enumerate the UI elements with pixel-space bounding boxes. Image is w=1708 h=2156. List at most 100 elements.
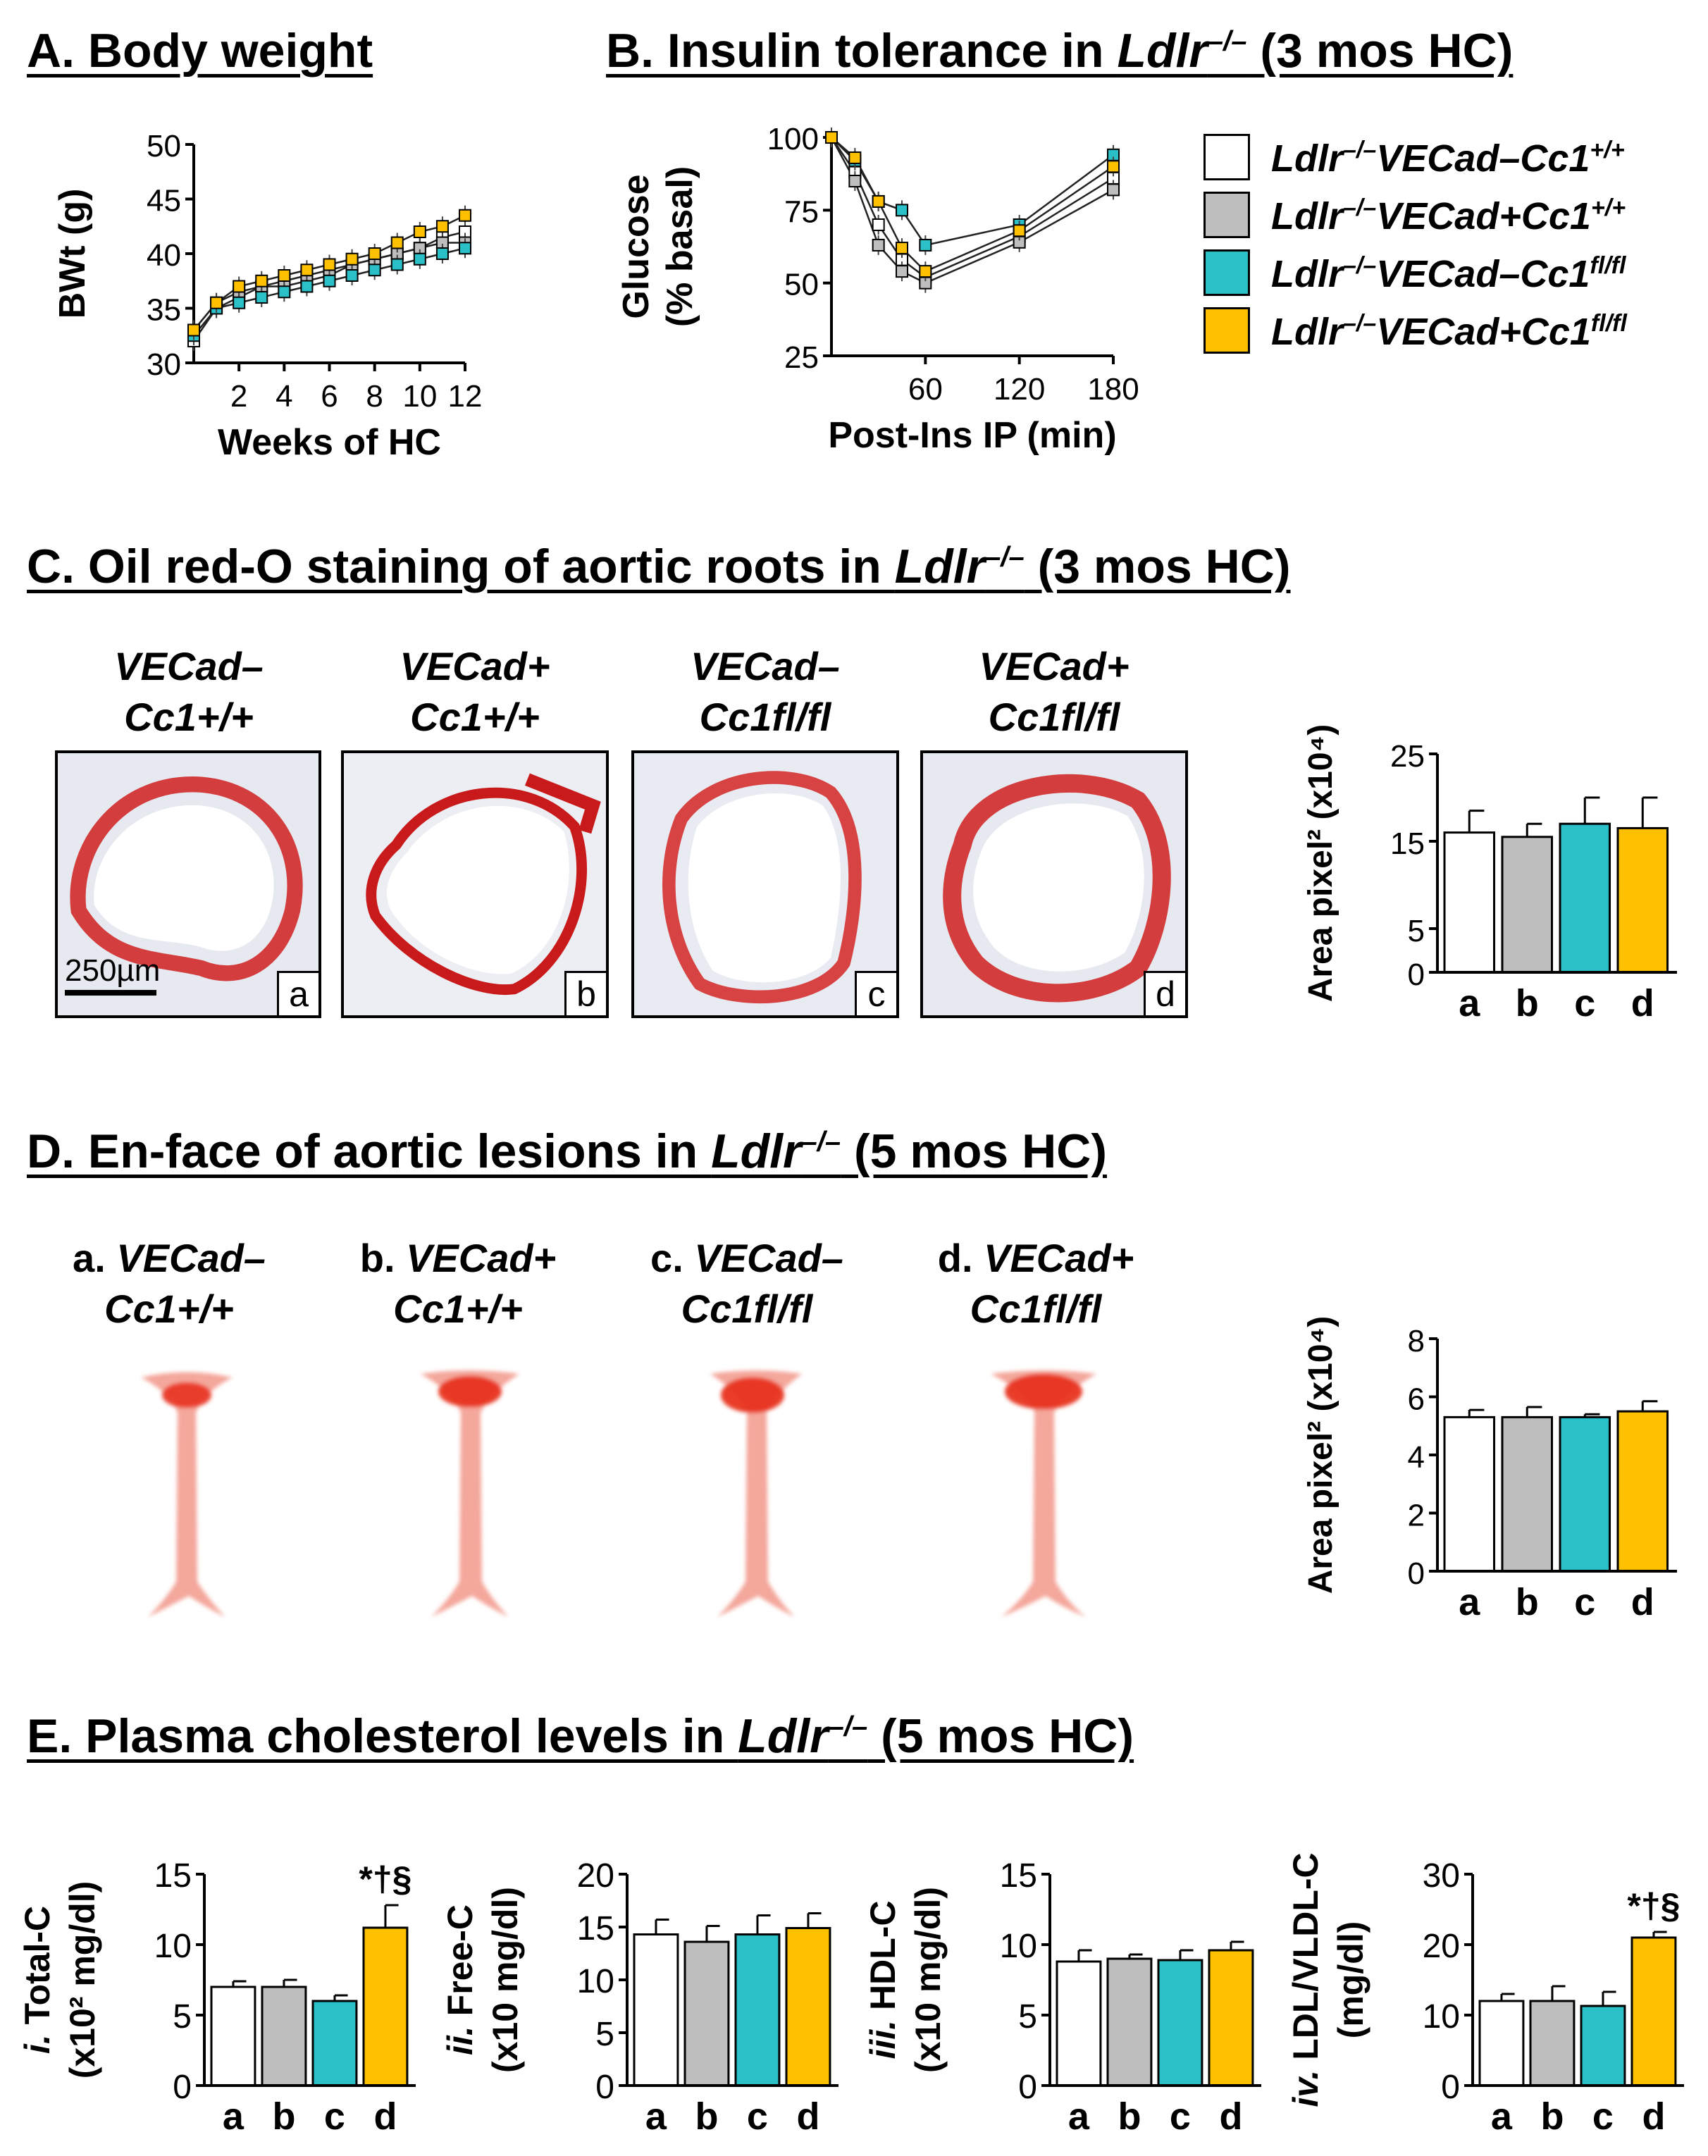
y-tick-label: 0: [1408, 1556, 1425, 1591]
y-axis-label-2: (x10 mg/dl): [908, 1887, 948, 2073]
micrograph-letter-b: b: [564, 971, 606, 1015]
y-axis-label-2: (x10 mg/dl): [485, 1887, 525, 2073]
chart-free-c: a b c d 0 5 10 15 20 ii. Free-C (x10 mg/dl): [444, 1857, 838, 2138]
data-point-4: [233, 280, 246, 293]
x-tick-label: 60: [908, 372, 943, 407]
y-axis-label-main: HDL-C: [867, 1900, 903, 2010]
micrograph-a: 250µm a: [55, 750, 321, 1018]
y-axis-label-2: (mg/dl): [1331, 1921, 1370, 2039]
enface-aorta-d: [991, 1370, 1096, 1617]
c-label-a: VECad– Cc1+/+: [114, 644, 264, 739]
legend-item-2: Ldlr–/–VECad+Cc1+/+: [1203, 192, 1708, 242]
x-tick-label: a: [1491, 2095, 1513, 2138]
d-label-c: c. VECad– Cc1fl/fl: [650, 1236, 843, 1331]
d-label-b: b. VECad+ Cc1+/+: [359, 1236, 557, 1331]
data-point-3: [345, 269, 359, 282]
y-tick-label: 5: [173, 1998, 192, 2036]
data-point-4: [390, 236, 404, 249]
x-tick-label: c: [1574, 982, 1595, 1024]
y-tick-label: 20: [1423, 1928, 1460, 1965]
bar-a: [633, 1933, 679, 2087]
y-tick-label: 6: [1408, 1382, 1425, 1417]
y-tick-label: 75: [784, 194, 819, 229]
bar-c: [1580, 2005, 1626, 2087]
bar-b: [683, 1940, 730, 2087]
y-axis-label-prefix: iv.: [1289, 2070, 1325, 2107]
data-point-2: [872, 238, 885, 252]
legend-item-1: Ldlr–/–VECad–Cc1+/+: [1203, 134, 1708, 185]
heading-b: B. Insulin tolerance in Ldlr–/– (3 mos H…: [606, 24, 1514, 78]
y-tick-label: 8: [1408, 1324, 1425, 1358]
data-point-4: [323, 258, 336, 271]
x-tick-label: c: [747, 2095, 768, 2138]
y-tick-label: 5: [595, 2016, 614, 2053]
y-tick-label: 15: [577, 1910, 614, 1947]
legend-item-3: Ldlr–/–VECad–Cc1fl/fl: [1203, 249, 1708, 300]
x-tick-label: b: [272, 2095, 295, 2138]
y-tick-label: 25: [1390, 739, 1425, 774]
micrograph-letter-c: c: [855, 971, 896, 1015]
x-tick-label: 4: [276, 379, 292, 414]
x-axis-label: Post-Ins IP (min): [828, 415, 1116, 456]
bar-b: [1106, 1957, 1153, 2087]
bar-c: [1559, 1415, 1611, 1573]
legend-swatch-3: [1203, 249, 1250, 296]
data-point-3: [413, 252, 426, 266]
bar-a: [1056, 1960, 1102, 2087]
micrograph-letter-a: a: [277, 971, 318, 1015]
y-tick-label: 10: [154, 1928, 192, 1965]
bar-b: [1501, 1415, 1554, 1573]
x-tick-label: a: [645, 2095, 667, 2138]
x-tick-label: b: [1118, 2095, 1141, 2138]
heading-c: C. Oil red-O staining of aortic roots in…: [27, 540, 1291, 593]
y-tick-label: 30: [147, 347, 181, 382]
bar-a: [210, 1985, 256, 2087]
legend-label-4: Ldlr–/–VECad+Cc1fl/fl: [1271, 310, 1627, 353]
bar-d: [1630, 1936, 1677, 2087]
x-tick-label: b: [1540, 2095, 1564, 2138]
enface-aorta-c: [710, 1370, 802, 1617]
heading-e: E. Plasma cholesterol levels in Ldlr–/– …: [27, 1709, 1134, 1763]
data-point-4: [210, 296, 223, 309]
data-point-4: [919, 265, 932, 278]
x-tick-label: 10: [402, 379, 437, 414]
x-tick-label: 180: [1087, 372, 1139, 407]
y-tick-label: 30: [1423, 1857, 1460, 1895]
y-axis-label: iii. HDL-C: [867, 1900, 903, 2059]
data-point-3: [300, 280, 314, 293]
y-tick-label: 0: [595, 2069, 614, 2106]
y-axis-label: Glucose: [620, 174, 657, 318]
y-tick-label: 0: [1441, 2069, 1460, 2106]
x-tick-label: d: [796, 2095, 819, 2138]
data-point-4: [459, 209, 471, 222]
bar-d: [362, 1926, 409, 2087]
legend-swatch-4: [1203, 307, 1250, 354]
y-tick-label: 35: [147, 293, 181, 328]
data-point-4: [1013, 224, 1026, 237]
y-tick-label: 0: [1408, 958, 1425, 992]
bar-b: [1529, 2000, 1576, 2087]
bar-d: [1208, 1949, 1254, 2087]
legend-swatch-1: [1203, 134, 1250, 180]
micrograph-b: b: [341, 750, 609, 1018]
data-point-4: [368, 247, 381, 260]
y-tick-label: 25: [784, 340, 819, 375]
x-tick-label: d: [1631, 1581, 1654, 1623]
data-point-3: [896, 204, 908, 217]
y-tick-label: 50: [147, 129, 181, 163]
data-point-4: [825, 131, 838, 144]
x-tick-label: c: [1574, 1581, 1595, 1623]
data-point-3: [255, 291, 268, 304]
d-label-a: a. VECad– Cc1+/+: [73, 1236, 266, 1331]
legend-label-2: Ldlr–/–VECad+Cc1+/+: [1271, 194, 1626, 237]
y-tick-label: 0: [1018, 2069, 1037, 2106]
legend-item-4: Ldlr–/–VECad+Cc1fl/fl: [1203, 307, 1708, 358]
legend-label-1: Ldlr–/–VECad–Cc1+/+: [1271, 137, 1625, 180]
y-axis-label-2: (% basal): [660, 166, 700, 327]
data-point-4: [300, 264, 314, 277]
y-tick-label: 100: [767, 122, 819, 156]
data-point-3: [459, 242, 471, 255]
data-point-4: [255, 274, 268, 287]
bar-c: [1157, 1959, 1203, 2087]
